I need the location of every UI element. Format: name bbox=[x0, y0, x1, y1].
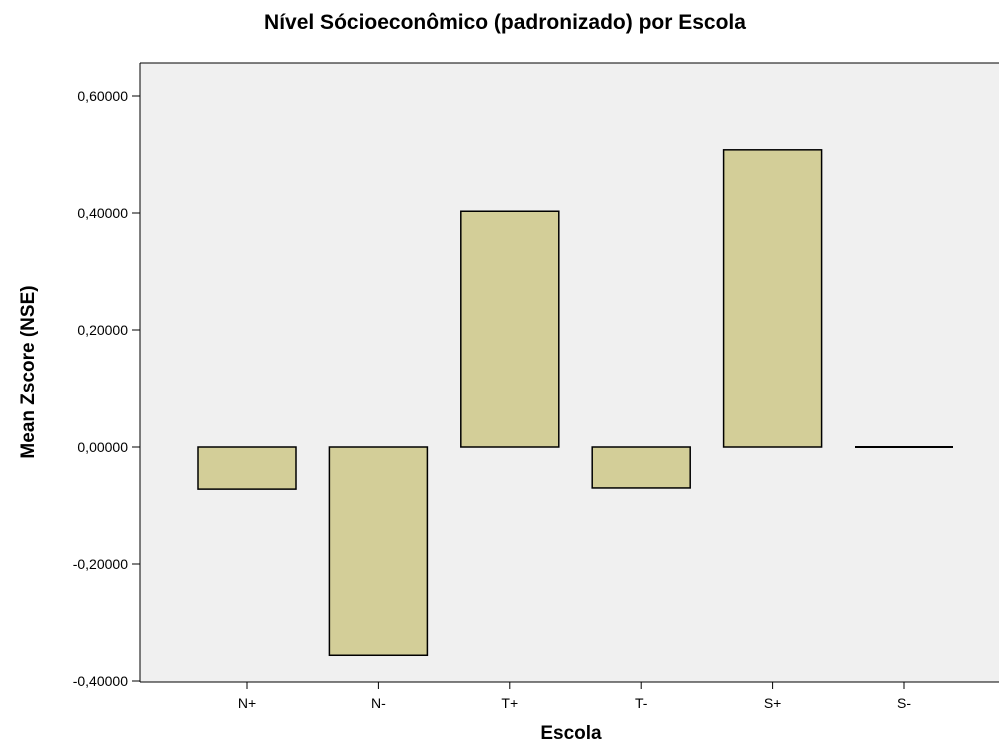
plot-area bbox=[140, 63, 999, 682]
bar-T+ bbox=[460, 210, 560, 448]
y-tick-label: 0,20000 bbox=[77, 322, 128, 338]
x-tick-label: N+ bbox=[238, 695, 256, 711]
bar-N+ bbox=[197, 446, 297, 490]
bar-T- bbox=[591, 446, 691, 489]
bar-N- bbox=[328, 446, 429, 657]
x-tick-label: S- bbox=[897, 695, 911, 711]
chart-title: Nível Sócioeconômico (padronizado) por E… bbox=[264, 11, 746, 34]
x-tick-label: S+ bbox=[764, 695, 782, 711]
y-tick-label: 0,40000 bbox=[77, 205, 128, 221]
bar-S+ bbox=[722, 149, 823, 448]
x-tick-label: T- bbox=[635, 695, 648, 711]
x-axis-title: Escola bbox=[540, 723, 602, 744]
x-tick-label: T+ bbox=[501, 695, 518, 711]
y-ticks-layer: -0,40000 -0,20000 0,00000 0,20000 0,40000 0,6… bbox=[73, 88, 140, 689]
x-tick-label: N- bbox=[371, 695, 386, 711]
y-axis-title: Mean Zscore (NSE) bbox=[18, 285, 39, 458]
y-tick-label: 0,00000 bbox=[77, 439, 128, 455]
bars-layer bbox=[197, 149, 953, 657]
x-ticks-layer: N+ N- T+ T- S+ S- bbox=[238, 682, 911, 711]
y-tick-label: 0,60000 bbox=[77, 88, 128, 104]
y-tick-label: -0,20000 bbox=[73, 556, 128, 572]
y-tick-label: -0,40000 bbox=[73, 673, 128, 689]
